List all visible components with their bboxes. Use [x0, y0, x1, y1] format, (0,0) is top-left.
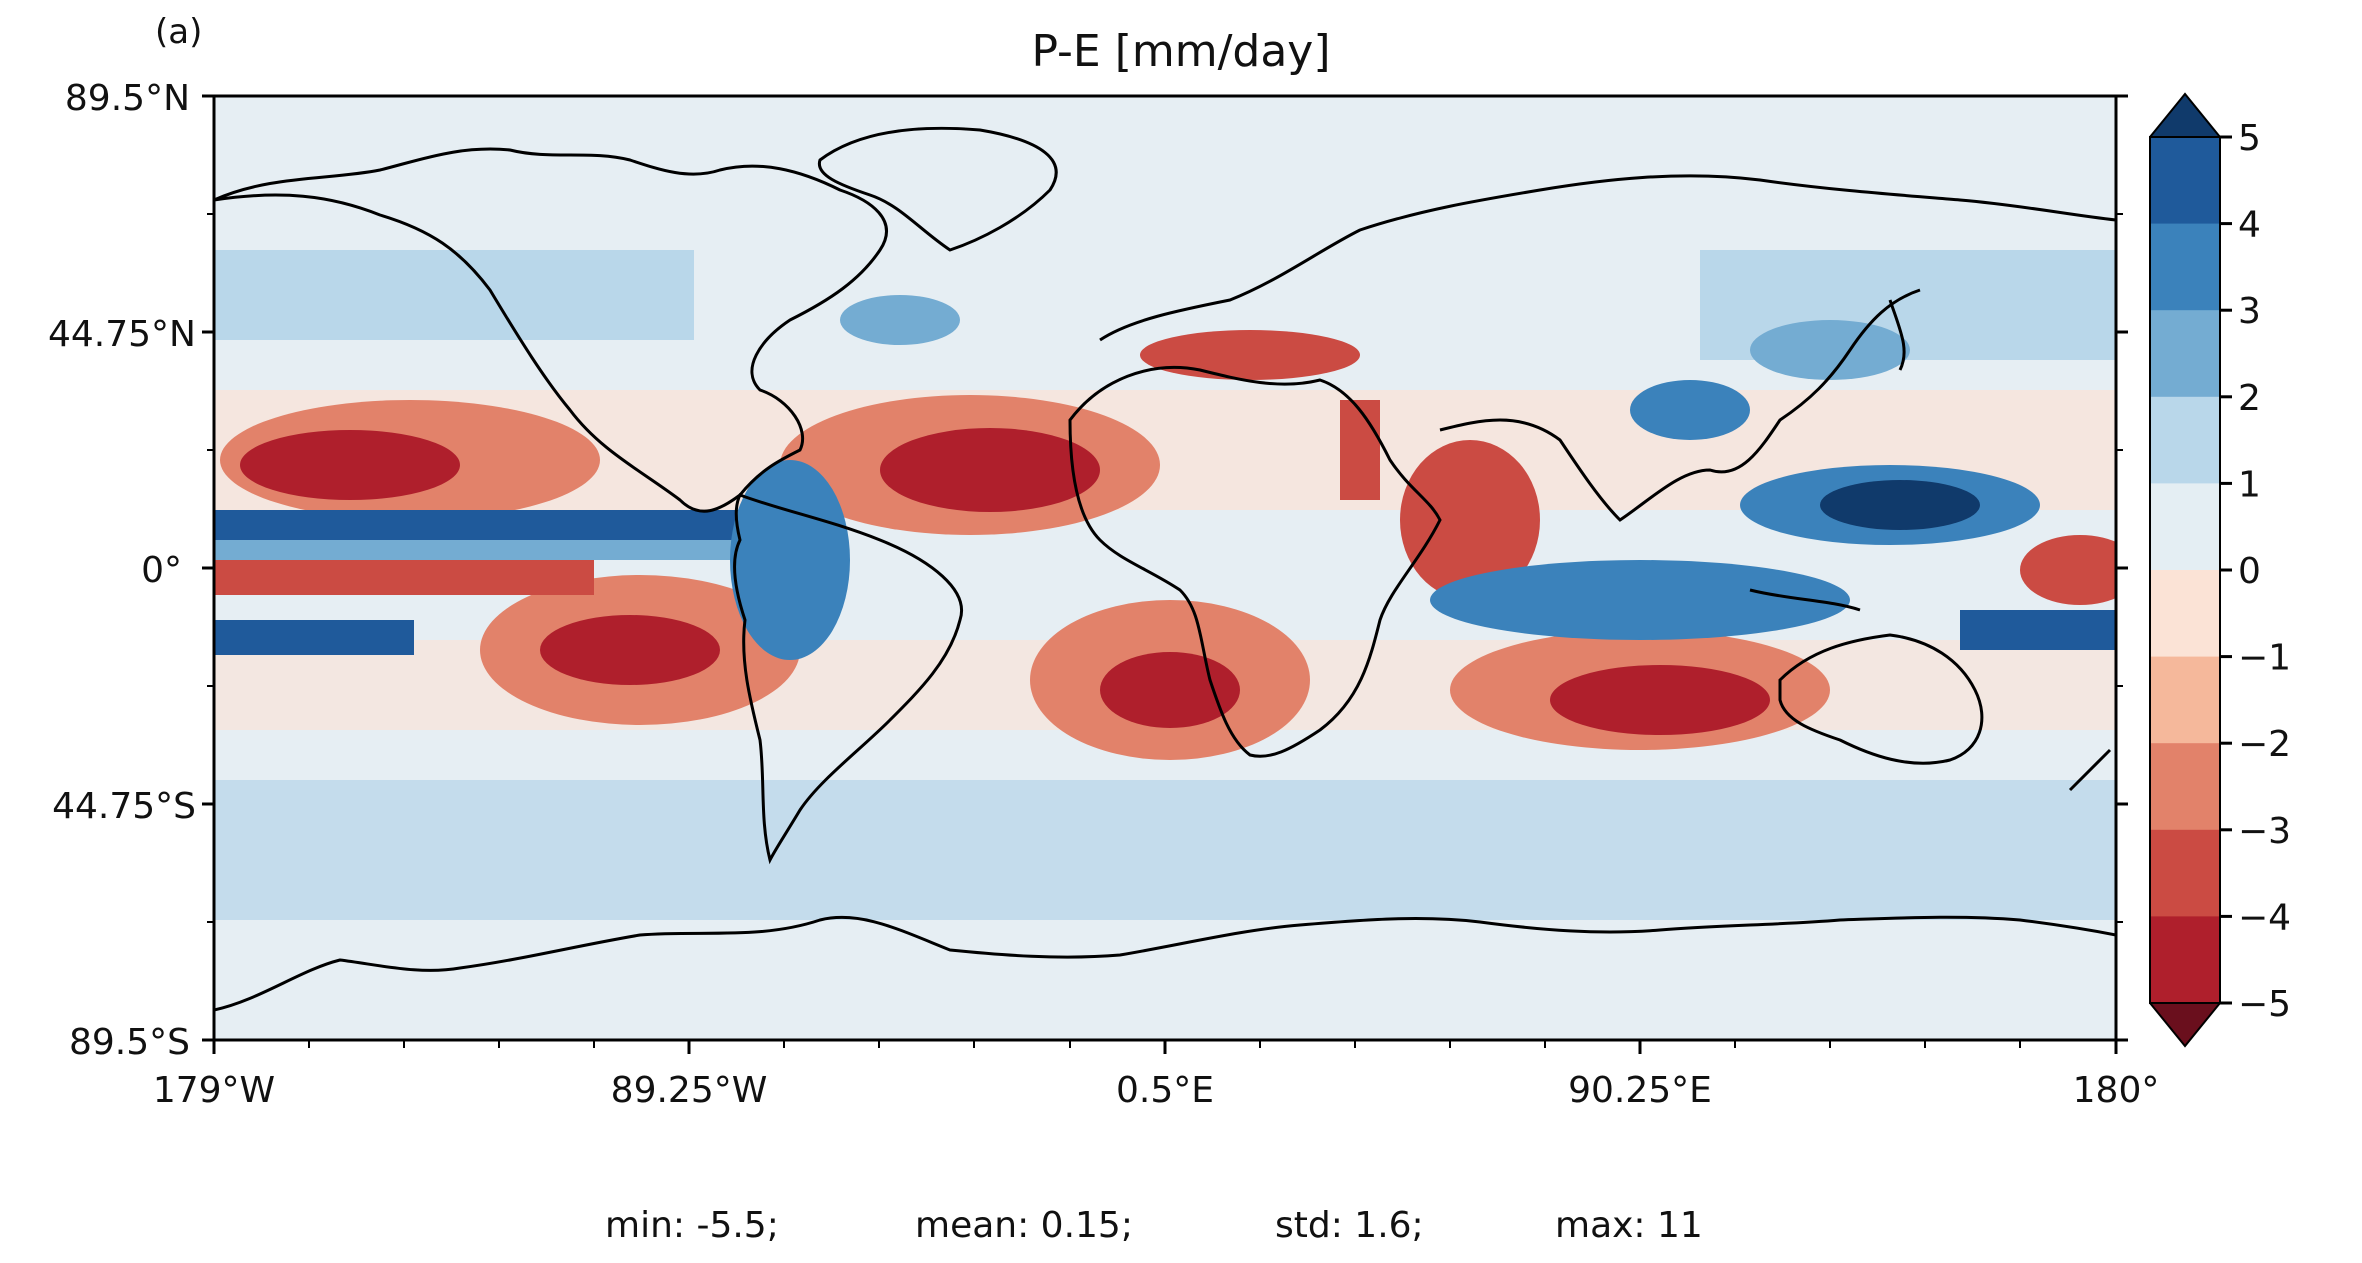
stat-mean: mean: 0.15; — [915, 1205, 1133, 1246]
colorbar-tick-label: −2 — [2238, 724, 2291, 765]
colorbar-tick-label: −4 — [2238, 897, 2291, 938]
colorbar-over-arrow — [2150, 94, 2220, 137]
y-tick-label: 0° — [141, 550, 182, 591]
colorbar: 5 4 3 2 1 0 −1 −2 −3 −4 −5 — [2149, 92, 2291, 1048]
map-title: P-E [mm/day] — [1031, 26, 1331, 77]
x-tick-label: 180° — [2073, 1070, 2160, 1111]
colorbar-segment — [2150, 570, 2220, 658]
y-tick-label: 44.75°N — [48, 314, 196, 355]
colorbar-tick-label: 0 — [2238, 551, 2261, 592]
colorbar-tick-label: −1 — [2238, 638, 2291, 679]
colorbar-segment — [2150, 137, 2220, 225]
y-tick-label: 89.5°S — [69, 1022, 190, 1063]
x-tick-label: 179°W — [153, 1070, 275, 1111]
colorbar-segment — [2150, 656, 2220, 744]
y-tick-marks — [202, 94, 2128, 1042]
y-tick-label: 44.75°S — [52, 786, 196, 827]
colorbar-tick-label: −3 — [2238, 811, 2291, 852]
panel-label: (a) — [155, 12, 203, 52]
colorbar-tick-label: −5 — [2238, 984, 2291, 1025]
stat-min: min: -5.5; — [605, 1205, 779, 1246]
colorbar-segment — [2150, 829, 2220, 917]
x-tick-labels: 179°W 89.25°W 0.5°E 90.25°E 180° — [153, 1070, 2160, 1111]
colorbar-tick-label: 2 — [2238, 378, 2261, 419]
colorbar-segment — [2150, 743, 2220, 831]
map-field — [214, 96, 2116, 1040]
colorbar-segment — [2150, 310, 2220, 398]
stat-max: max: 11 — [1555, 1205, 1703, 1246]
x-tick-label: 0.5°E — [1116, 1070, 1214, 1111]
colorbar-arrow-outline — [2149, 92, 2221, 1048]
colorbar-segment — [2150, 223, 2220, 311]
colorbar-under-arrow — [2150, 1003, 2220, 1046]
coastlines — [214, 126, 2116, 1012]
colorbar-tick-label: 1 — [2238, 464, 2261, 505]
y-tick-labels: 89.5°N 44.75°N 0° 44.75°S 89.5°S — [48, 78, 196, 1063]
x-minor-tick-marks — [308, 1040, 2021, 1048]
colorbar-segment — [2150, 396, 2220, 484]
colorbar-tick-label: 5 — [2238, 118, 2261, 159]
x-tick-label: 90.25°E — [1568, 1070, 1712, 1111]
y-minor-tick-marks — [207, 213, 2123, 923]
colorbar-segment — [2150, 916, 2220, 1004]
stat-std: std: 1.6; — [1275, 1205, 1424, 1246]
y-tick-label: 89.5°N — [65, 78, 190, 119]
colorbar-tick-label: 3 — [2238, 291, 2261, 332]
x-tick-marks — [212, 1040, 2118, 1054]
colorbar-tick-label: 4 — [2238, 205, 2261, 246]
x-tick-label: 89.25°W — [611, 1070, 768, 1111]
colorbar-segment — [2150, 483, 2220, 571]
